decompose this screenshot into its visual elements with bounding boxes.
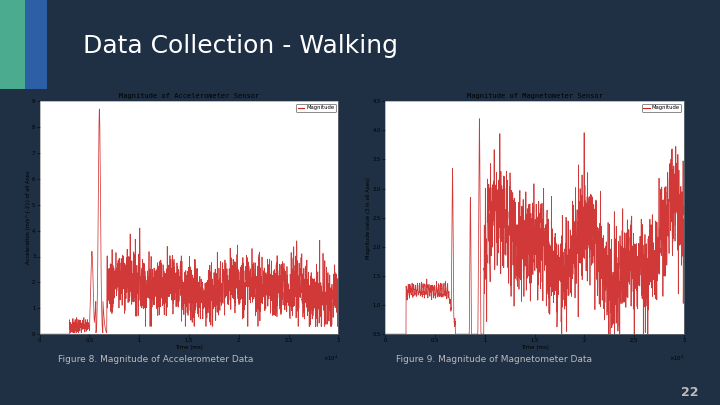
Text: $\times 10^4$: $\times 10^4$ [669, 354, 684, 363]
Y-axis label: Magnitude value (3 in all Axes): Magnitude value (3 in all Axes) [366, 177, 372, 259]
Text: 22: 22 [681, 386, 698, 399]
Title: Magnitude of Magnetometer Sensor: Magnitude of Magnetometer Sensor [467, 94, 603, 100]
Polygon shape [0, 0, 47, 89]
X-axis label: Time (ms): Time (ms) [521, 345, 549, 350]
Polygon shape [0, 0, 25, 89]
Text: Figure 8. Magnitude of Accelerometer Data: Figure 8. Magnitude of Accelerometer Dat… [58, 356, 253, 364]
Title: Magnitude of Accelerometer Sensor: Magnitude of Accelerometer Sensor [119, 94, 259, 100]
Text: Data Collection - Walking: Data Collection - Walking [83, 34, 397, 58]
X-axis label: Time (ms): Time (ms) [175, 345, 203, 350]
Legend: Magnitude: Magnitude [642, 104, 681, 112]
Text: Figure 9. Magnitude of Magnetometer Data: Figure 9. Magnitude of Magnetometer Data [396, 356, 592, 364]
Legend: Magnitude: Magnitude [296, 104, 336, 112]
Text: $\times 10^4$: $\times 10^4$ [323, 354, 338, 363]
Y-axis label: Acceleration (m/s^{-2}) of all Axes: Acceleration (m/s^{-2}) of all Axes [26, 171, 31, 264]
